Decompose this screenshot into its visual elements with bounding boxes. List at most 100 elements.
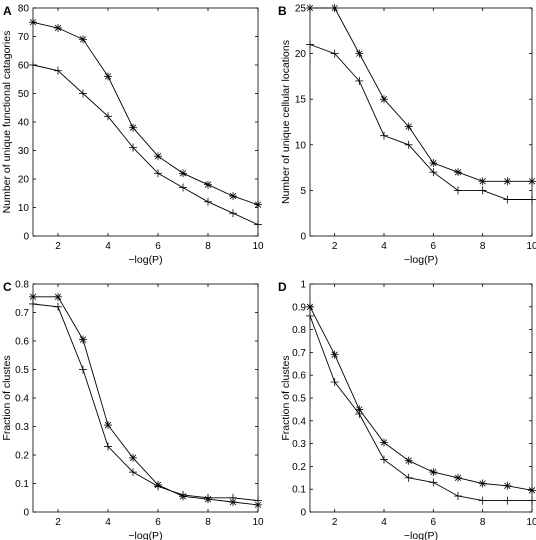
data-point-plus xyxy=(229,493,237,502)
y-tick-label: 0.3 xyxy=(292,439,306,450)
y-axis-label-b: Number of unique cellular locations xyxy=(280,40,292,204)
data-point-plus xyxy=(355,76,364,85)
data-point-plus xyxy=(129,468,137,477)
y-tick-label: 70 xyxy=(18,32,30,43)
data-point-plus xyxy=(454,186,462,195)
data-point-asterisk xyxy=(129,123,137,132)
data-point-plus xyxy=(429,168,438,177)
data-point-asterisk xyxy=(306,4,314,12)
y-tick-label: 0 xyxy=(23,232,29,243)
data-point-asterisk xyxy=(404,122,413,131)
y-tick-label: 5 xyxy=(300,186,306,197)
data-point-plus xyxy=(454,492,462,501)
data-point-plus xyxy=(503,195,512,204)
series-line-plus xyxy=(309,315,532,502)
series-line-asterisk xyxy=(32,21,259,206)
data-point-plus xyxy=(79,89,87,98)
y-axis-label-c: Fraction of clustes xyxy=(1,355,13,440)
series-line-plus xyxy=(32,303,259,502)
y-tick-label: 0 xyxy=(300,232,306,243)
data-point-asterisk xyxy=(29,18,37,27)
panel-c: C 2 4 6 8 10 0 0.1 0.2 0.3 0.4 0.5 0.6 0.7 0.8 −log(P) F… xyxy=(1,280,264,540)
data-point-asterisk xyxy=(330,350,339,359)
y-tick-label: 15 xyxy=(295,95,307,106)
data-point-asterisk xyxy=(380,95,388,104)
x-tick-label: 4 xyxy=(105,517,111,528)
y-tick-label: 0.4 xyxy=(292,416,306,427)
x-tick-label: 2 xyxy=(332,241,338,252)
data-point-plus xyxy=(404,473,413,482)
axes-frame-c xyxy=(32,283,259,513)
panel-a: A 2 4 6 8 10 0 10 20 30 40 50 60 70 80 −log(P) Number of… xyxy=(1,4,264,267)
x-tick-label: 6 xyxy=(431,241,437,252)
y-tick-label: 0.8 xyxy=(15,280,29,291)
y-tick-label: 0.1 xyxy=(292,485,306,496)
y-tick-label: 0.5 xyxy=(292,394,306,405)
data-point-asterisk xyxy=(79,335,87,344)
series-line-plus xyxy=(32,64,259,226)
x-tick-label: 2 xyxy=(55,517,61,528)
data-point-plus xyxy=(528,496,536,505)
series-line-asterisk xyxy=(309,306,533,491)
data-point-plus xyxy=(79,365,87,374)
data-point-plus xyxy=(104,112,112,121)
y-axis-label-d: Fraction of clustes xyxy=(280,355,292,440)
series-line-asterisk xyxy=(310,7,532,182)
data-point-plus xyxy=(54,66,62,75)
data-point-plus xyxy=(29,299,37,308)
data-point-plus xyxy=(380,131,388,140)
axes-frame-b xyxy=(309,7,533,237)
x-tick-label: 2 xyxy=(332,517,338,528)
data-point-asterisk xyxy=(254,200,262,209)
data-point-plus xyxy=(29,61,37,69)
data-point-asterisk xyxy=(54,292,62,301)
data-point-plus xyxy=(129,143,137,152)
data-point-asterisk xyxy=(79,35,87,44)
y-tick-label: 0.9 xyxy=(292,302,306,313)
data-point-asterisk xyxy=(129,453,137,462)
series-line-asterisk xyxy=(33,296,259,506)
data-point-plus xyxy=(54,302,62,311)
y-tick-label: 0 xyxy=(300,508,306,519)
y-tick-label: 80 xyxy=(18,4,30,15)
data-point-plus xyxy=(154,482,162,491)
data-point-asterisk xyxy=(503,481,512,490)
x-tick-label: 8 xyxy=(205,517,211,528)
data-point-plus xyxy=(478,186,487,195)
data-point-asterisk xyxy=(204,180,212,189)
y-tick-label: 10 xyxy=(18,203,30,214)
panel-label-b: B xyxy=(278,4,287,18)
y-tick-label: 0.7 xyxy=(292,348,306,359)
data-point-plus xyxy=(330,49,339,58)
data-point-plus xyxy=(503,496,512,505)
panel-d: D 2 4 6 8 10 0 0.1 0.2 0.3 0.4 0.5 0.6 0.7 0.8 0.9 1 −log… xyxy=(278,280,536,540)
data-point-asterisk xyxy=(306,302,314,311)
data-point-asterisk xyxy=(229,192,237,201)
y-tick-label: 0.5 xyxy=(15,365,29,376)
x-axis-label-b: −log(P) xyxy=(404,254,438,266)
panel-label-d: D xyxy=(278,280,287,294)
x-tick-label: 6 xyxy=(155,241,161,252)
x-tick-label: 2 xyxy=(55,241,61,252)
y-tick-label: 0.7 xyxy=(15,308,29,319)
data-point-plus xyxy=(306,311,314,320)
x-tick-label: 8 xyxy=(480,241,486,252)
data-point-asterisk xyxy=(429,468,438,477)
y-tick-label: 0 xyxy=(23,508,29,519)
y-tick-label: 60 xyxy=(18,61,30,72)
data-point-asterisk xyxy=(404,456,413,465)
data-point-plus xyxy=(254,220,262,229)
y-tick-label: 0.6 xyxy=(292,371,306,382)
data-point-asterisk xyxy=(454,473,462,482)
data-point-plus xyxy=(380,455,388,464)
axes-frame-d xyxy=(309,283,533,513)
y-tick-label: 0.8 xyxy=(292,325,306,336)
x-tick-label: 8 xyxy=(480,517,486,528)
data-point-asterisk xyxy=(503,177,512,186)
data-point-asterisk xyxy=(104,421,112,430)
data-point-plus xyxy=(179,490,187,499)
y-tick-label: 0.4 xyxy=(15,394,29,405)
x-tick-label: 8 xyxy=(205,241,211,252)
y-tick-label: 25 xyxy=(295,4,307,15)
